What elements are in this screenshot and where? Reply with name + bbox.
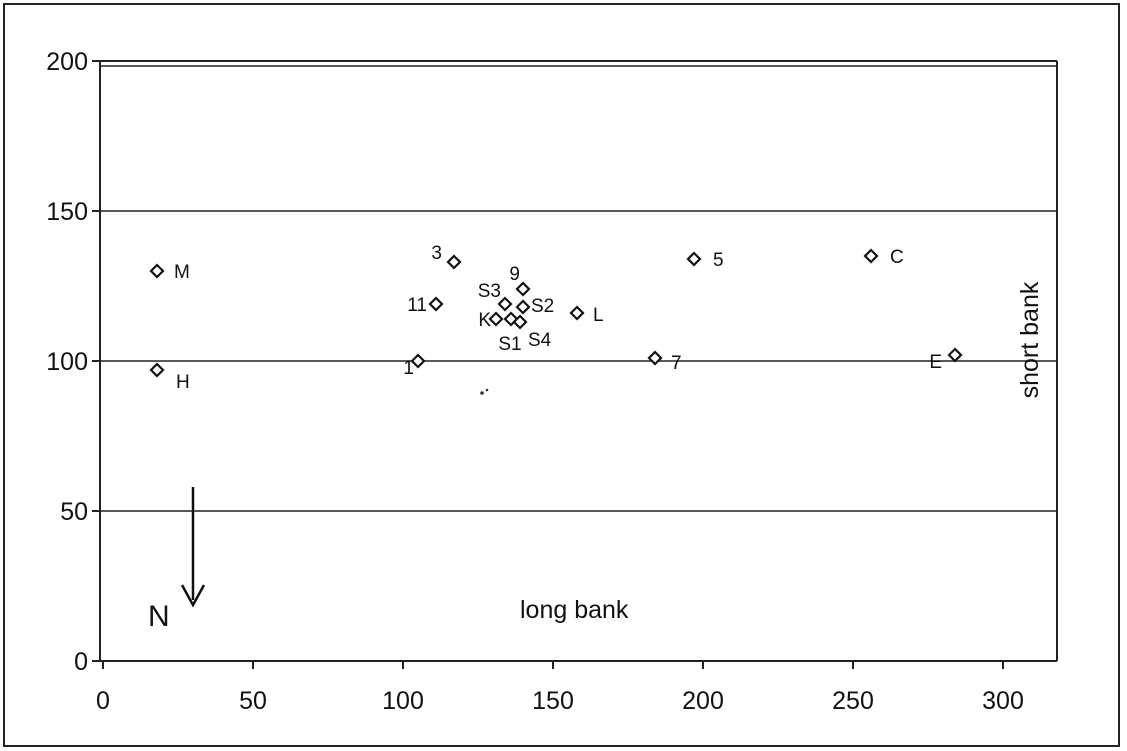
data-point-M [149, 263, 165, 279]
scan-speck [485, 388, 489, 392]
data-point-9 [515, 281, 531, 297]
x-tick-label: 250 [832, 687, 874, 715]
data-point-7 [647, 350, 663, 366]
data-label-M: M [174, 262, 190, 283]
x-tick-label: 100 [382, 687, 424, 715]
data-point-S4 [512, 314, 528, 330]
data-label-5: 5 [713, 250, 724, 271]
figure-border [3, 3, 1120, 747]
data-point-3 [446, 254, 462, 270]
data-label-K: K [478, 310, 491, 331]
x-tick-labels: 0 50 100 150 200 250 300 [96, 687, 1024, 715]
data-point-L [569, 305, 585, 321]
data-label-1: 1 [403, 358, 414, 379]
data-label-E: E [929, 352, 942, 373]
data-label-S4: S4 [528, 330, 552, 351]
data-label-H: H [176, 372, 190, 393]
data-point-C [863, 248, 879, 264]
data-point-5 [686, 251, 702, 267]
scan-speck [480, 391, 484, 395]
data-point-S3 [497, 296, 513, 312]
data-label-S2: S2 [531, 296, 554, 317]
x-tick-label: 300 [982, 687, 1024, 715]
data-label-S3: S3 [478, 281, 501, 302]
data-label-9: 9 [509, 264, 520, 285]
x-tick-label: 200 [682, 687, 724, 715]
y-tick-label: 0 [74, 648, 88, 676]
y-tick-label: 50 [60, 498, 88, 526]
short-bank-annotation: short bank [1016, 281, 1044, 398]
y-tick-label: 200 [46, 48, 88, 76]
data-label-3: 3 [431, 243, 442, 264]
data-label-S1: S1 [498, 334, 521, 355]
y-tick-label: 100 [46, 348, 88, 376]
y-tick-labels: 0 50 100 150 200 [46, 48, 88, 676]
data-label-L: L [593, 305, 604, 326]
data-label-C: C [890, 247, 904, 268]
data-point-S2 [515, 299, 531, 315]
x-tick-label: 50 [239, 687, 267, 715]
data-label-7: 7 [671, 353, 682, 374]
data-label-11: 11 [407, 295, 427, 316]
y-tick-label: 150 [46, 198, 88, 226]
data-point-E [947, 347, 963, 363]
long-bank-annotation: long bank [520, 596, 629, 624]
north-label: N [148, 600, 170, 633]
data-point-1 [410, 353, 426, 369]
data-point-K [488, 311, 504, 327]
tick-marks [92, 60, 1004, 669]
north-arrow-icon [180, 487, 206, 608]
data-points [149, 248, 963, 378]
data-point-H [149, 362, 165, 378]
x-tick-label: 0 [96, 687, 110, 715]
data-point-11 [428, 296, 444, 312]
gridlines [100, 210, 1057, 512]
x-tick-label: 150 [532, 687, 574, 715]
